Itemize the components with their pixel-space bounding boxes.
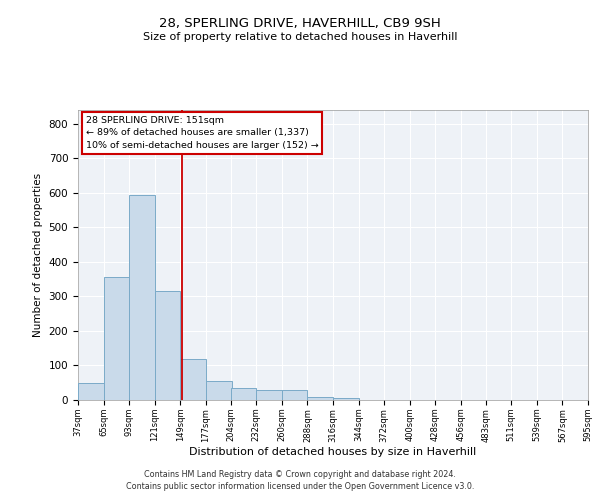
Text: Contains HM Land Registry data © Crown copyright and database right 2024.: Contains HM Land Registry data © Crown c… bbox=[144, 470, 456, 479]
X-axis label: Distribution of detached houses by size in Haverhill: Distribution of detached houses by size … bbox=[190, 447, 476, 457]
Y-axis label: Number of detached properties: Number of detached properties bbox=[33, 173, 43, 337]
Bar bbox=[155, 291, 181, 400]
Text: Size of property relative to detached houses in Haverhill: Size of property relative to detached ho… bbox=[143, 32, 457, 42]
Bar bbox=[104, 278, 129, 400]
Bar bbox=[282, 390, 307, 400]
Text: Contains public sector information licensed under the Open Government Licence v3: Contains public sector information licen… bbox=[126, 482, 474, 491]
Text: 28, SPERLING DRIVE, HAVERHILL, CB9 9SH: 28, SPERLING DRIVE, HAVERHILL, CB9 9SH bbox=[159, 18, 441, 30]
Bar bbox=[307, 396, 333, 400]
Bar bbox=[181, 358, 206, 400]
Bar bbox=[78, 382, 104, 400]
Bar bbox=[129, 194, 155, 400]
Bar bbox=[256, 390, 282, 400]
Bar bbox=[206, 381, 232, 400]
Bar bbox=[230, 388, 256, 400]
Text: 28 SPERLING DRIVE: 151sqm
← 89% of detached houses are smaller (1,337)
10% of se: 28 SPERLING DRIVE: 151sqm ← 89% of detac… bbox=[86, 116, 319, 150]
Bar bbox=[333, 398, 359, 400]
